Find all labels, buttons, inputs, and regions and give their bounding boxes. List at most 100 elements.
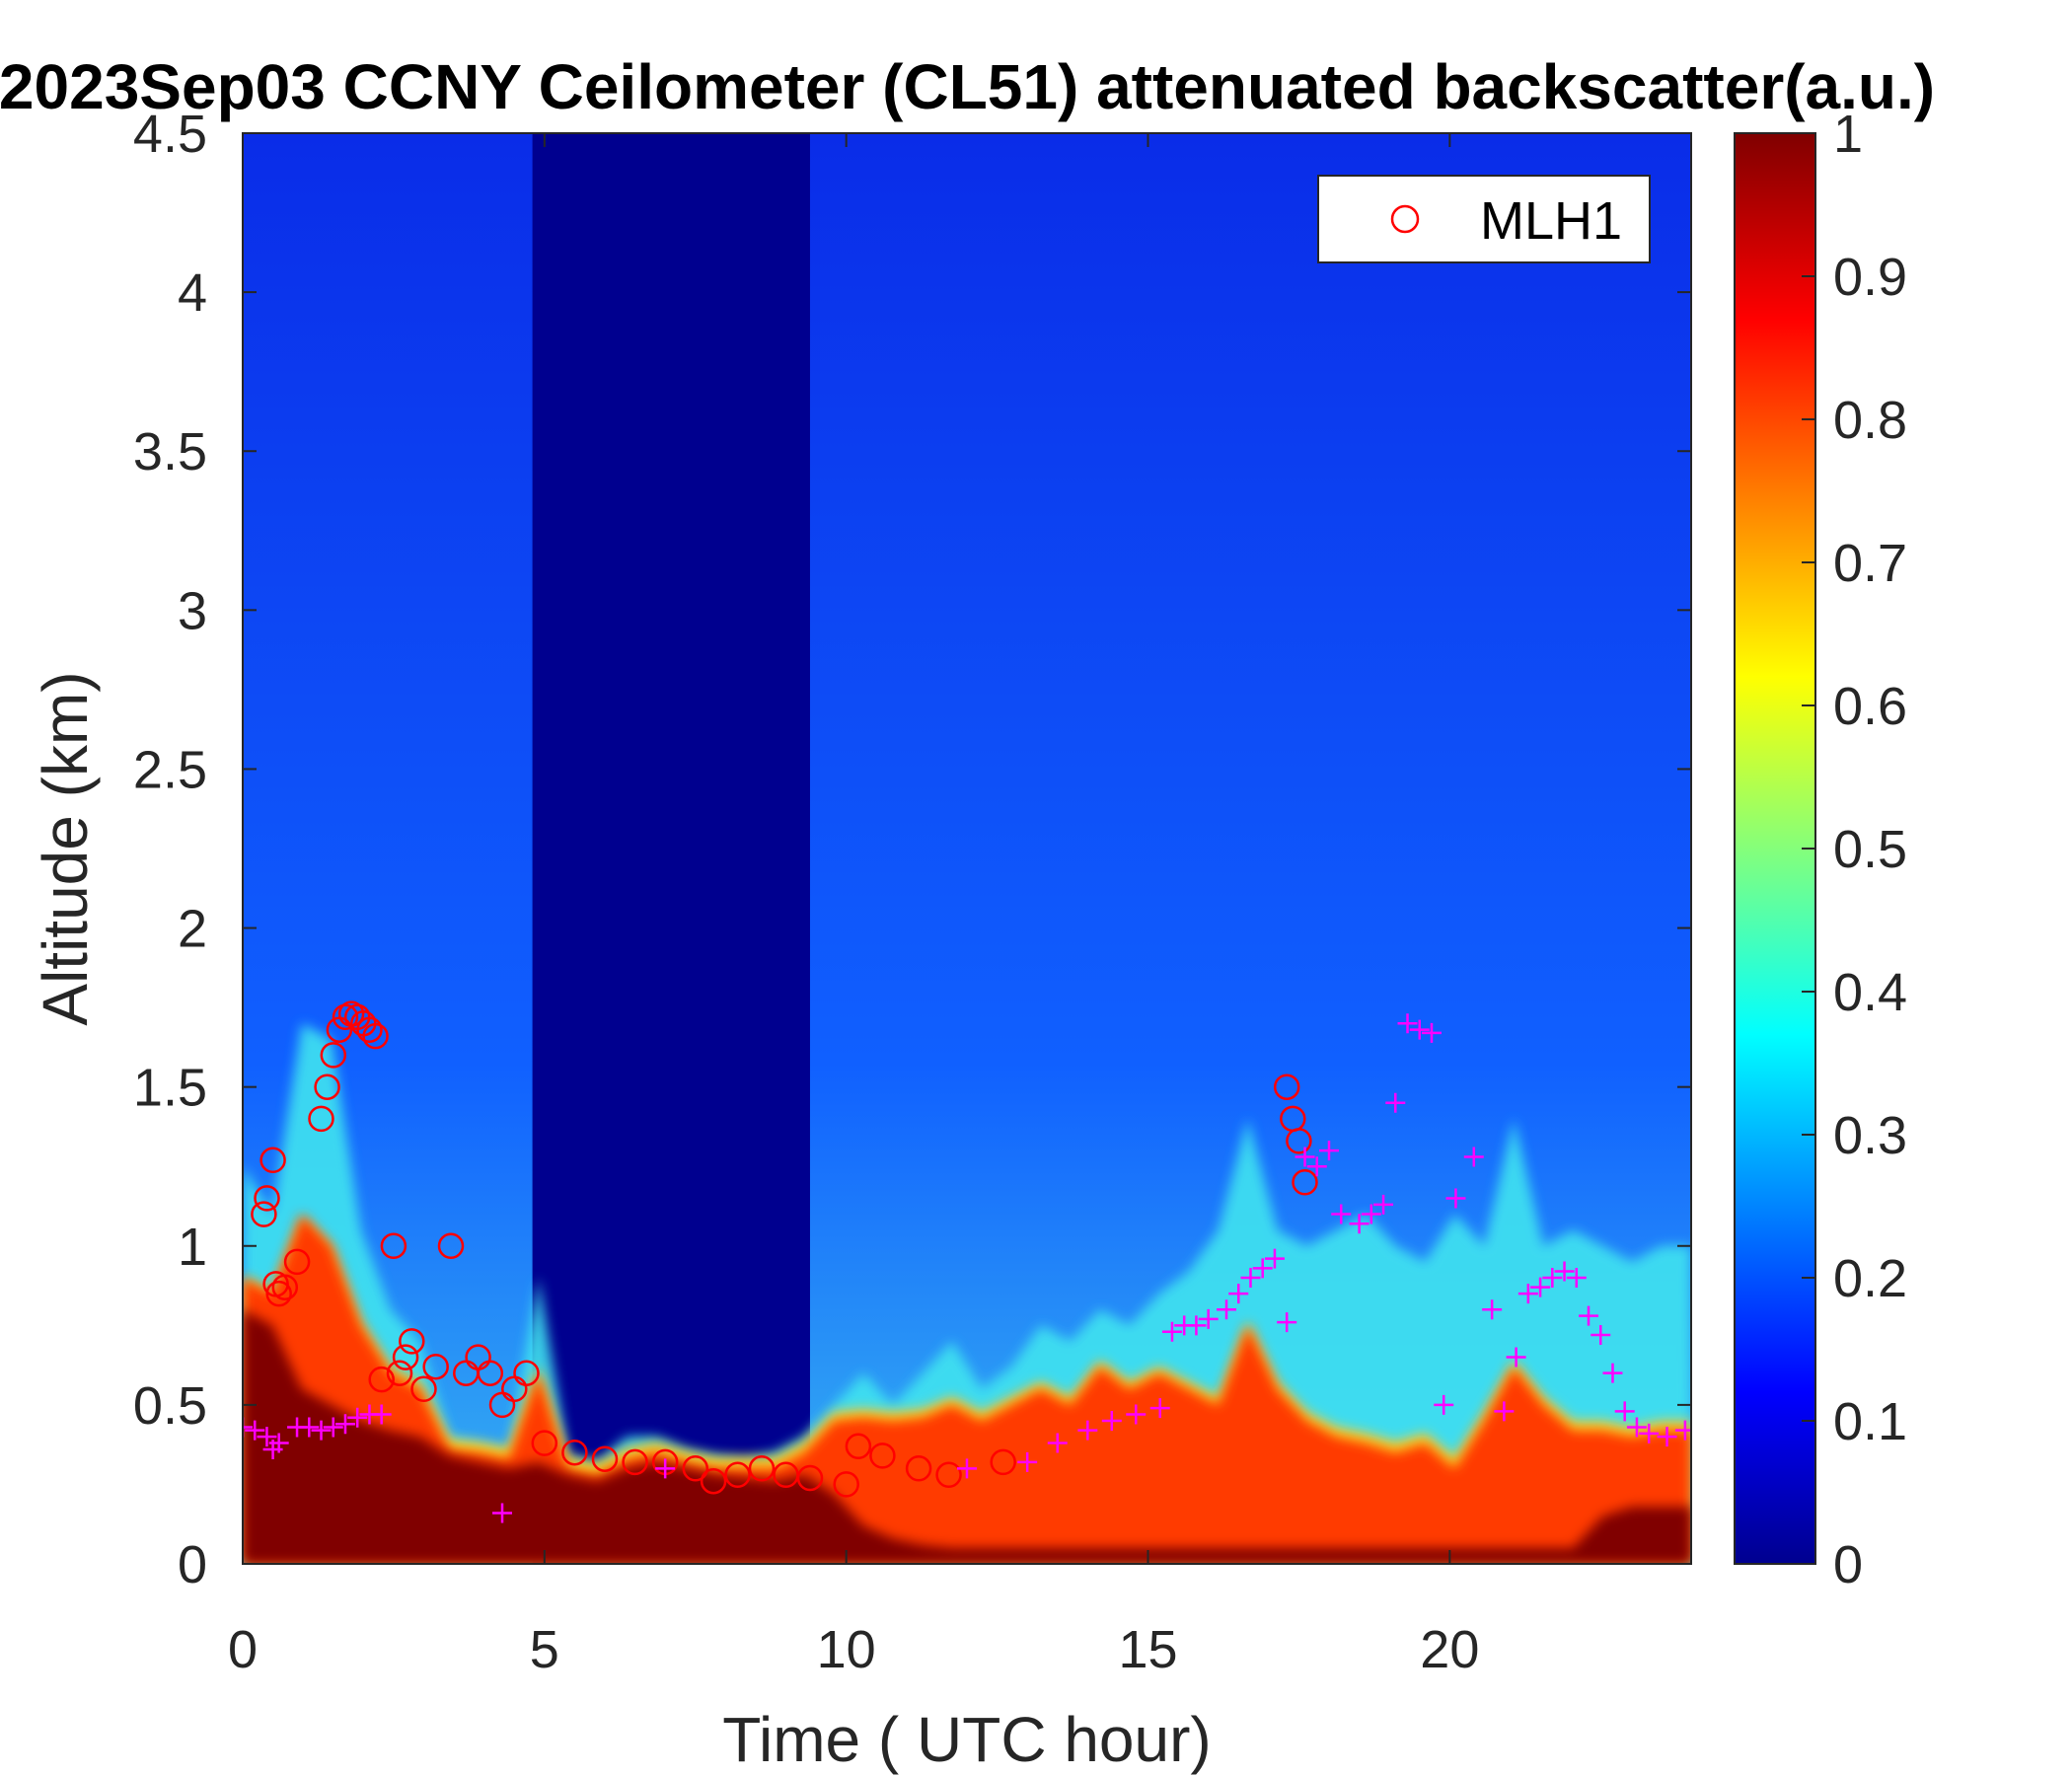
y-tick-label: 0.5 bbox=[133, 1376, 207, 1436]
plus-point bbox=[1277, 1312, 1297, 1333]
plus-point bbox=[1517, 1284, 1538, 1304]
plus-point bbox=[1126, 1404, 1147, 1425]
plus-point bbox=[1397, 1013, 1418, 1034]
plus-point bbox=[347, 1407, 368, 1428]
colorbar-tick-label: 0.6 bbox=[1833, 677, 1907, 736]
mlh1-point bbox=[271, 1274, 299, 1300]
mlh1-point bbox=[700, 1467, 727, 1495]
plus-point bbox=[1445, 1188, 1466, 1209]
plus-point bbox=[1240, 1268, 1261, 1288]
mlh1-point bbox=[251, 1201, 277, 1227]
mlh1-point bbox=[724, 1461, 751, 1489]
y-axis-label: Altitude (km) bbox=[30, 671, 101, 1025]
heatmap-area bbox=[243, 133, 1691, 1564]
plus-point bbox=[1614, 1401, 1635, 1422]
mlh1-point bbox=[1286, 1128, 1312, 1154]
plus-point bbox=[1566, 1268, 1587, 1288]
mlh1-point bbox=[1292, 1169, 1318, 1196]
mlh1-point bbox=[935, 1461, 962, 1489]
plus-point bbox=[1657, 1427, 1677, 1447]
plus-point bbox=[1186, 1315, 1207, 1336]
colorbar-tick-label: 0.8 bbox=[1833, 391, 1907, 450]
x-tick-label: 15 bbox=[1118, 1620, 1177, 1679]
y-tick-label: 1 bbox=[178, 1218, 207, 1277]
y-tick-label: 3 bbox=[178, 581, 207, 640]
x-axis: 0 5 10 15 20 bbox=[228, 133, 1479, 1679]
plus-point bbox=[311, 1420, 332, 1441]
mlh1-point bbox=[386, 1360, 413, 1386]
colorbar-tick-label: 0.5 bbox=[1833, 820, 1907, 879]
plus-point bbox=[1482, 1299, 1503, 1320]
plus-point bbox=[1554, 1261, 1575, 1282]
red-layer bbox=[243, 1214, 1691, 1564]
night-low-signal-region bbox=[532, 133, 810, 1564]
colorbar-tick-label: 0.1 bbox=[1833, 1392, 1907, 1451]
chart-title: 2023Sep03 CCNY Ceilometer (CL51) attenua… bbox=[0, 51, 1935, 122]
mlh1-point bbox=[990, 1448, 1016, 1476]
mlh1-point bbox=[561, 1439, 588, 1466]
plus-point bbox=[1077, 1420, 1098, 1441]
y-tick-label: 2.5 bbox=[133, 740, 207, 799]
mlh1-point bbox=[368, 1366, 395, 1393]
y-tick-label: 3.5 bbox=[133, 422, 207, 481]
plus-point bbox=[1494, 1401, 1515, 1422]
x-tick-label: 5 bbox=[530, 1620, 559, 1679]
plus-point bbox=[371, 1404, 392, 1425]
markers-layer bbox=[243, 1000, 1691, 1523]
colorbar-tick-label: 0.9 bbox=[1833, 248, 1907, 307]
y-axis: 0 0.5 1 1.5 2 2.5 3 3.5 4 4.5 bbox=[133, 105, 1691, 1594]
mlh1-point bbox=[283, 1248, 311, 1276]
plus-point bbox=[268, 1433, 289, 1453]
colorbar-tick-label: 0.2 bbox=[1833, 1249, 1907, 1308]
mlh1-point bbox=[622, 1448, 648, 1476]
plus-point bbox=[1602, 1363, 1623, 1383]
mlh1-point bbox=[1273, 1073, 1300, 1100]
plus-point bbox=[1530, 1277, 1551, 1297]
mlh1-point bbox=[399, 1328, 425, 1355]
colorbar-ticks: 0 0.1 0.2 0.3 0.4 0.5 0.6 0.7 0.8 0.9 1 bbox=[1802, 105, 1907, 1594]
colorbar-tick-label: 0.7 bbox=[1833, 534, 1907, 593]
plus-point bbox=[334, 1414, 355, 1435]
y-tick-label: 2 bbox=[178, 900, 207, 959]
plus-point bbox=[243, 1417, 253, 1438]
plus-point bbox=[1591, 1325, 1611, 1345]
plus-point bbox=[957, 1458, 977, 1479]
plus-point bbox=[1463, 1147, 1484, 1167]
plus-point bbox=[1319, 1141, 1339, 1161]
mlh1-point bbox=[513, 1360, 540, 1386]
mlh1-point bbox=[477, 1360, 504, 1386]
mlh1-point bbox=[531, 1430, 558, 1456]
mlh1-point bbox=[682, 1455, 709, 1482]
plus-point bbox=[299, 1417, 320, 1438]
legend-box bbox=[1317, 175, 1651, 263]
plus-point bbox=[1542, 1268, 1563, 1288]
plus-point bbox=[1385, 1092, 1406, 1113]
legend: MLH1 bbox=[1317, 175, 1651, 263]
plus-point bbox=[1674, 1420, 1691, 1441]
mlh1-point bbox=[422, 1353, 449, 1380]
mlh1-point bbox=[845, 1433, 872, 1460]
mlh1-point bbox=[591, 1445, 619, 1472]
plus-point bbox=[1361, 1204, 1381, 1224]
plus-point bbox=[1017, 1451, 1038, 1472]
plus-point bbox=[257, 1427, 277, 1447]
mlh1-point bbox=[869, 1443, 896, 1469]
plus-point bbox=[655, 1458, 676, 1479]
mlh1-point bbox=[437, 1232, 465, 1260]
plus-point bbox=[1306, 1156, 1327, 1177]
plus-point bbox=[323, 1417, 343, 1438]
mlh1-point bbox=[362, 1022, 389, 1050]
plus-point bbox=[1626, 1417, 1647, 1438]
y-tick-label: 4.5 bbox=[133, 105, 207, 164]
plus-point bbox=[1349, 1214, 1369, 1234]
plus-point bbox=[1409, 1019, 1430, 1040]
plot-frame bbox=[242, 132, 1692, 1565]
y-tick-label: 0 bbox=[178, 1535, 207, 1594]
plus-point bbox=[1639, 1423, 1660, 1443]
plus-point bbox=[1161, 1321, 1182, 1342]
legend-label-mlh1: MLH1 bbox=[1480, 191, 1622, 251]
plus-point bbox=[1421, 1022, 1442, 1043]
dark-red-layer bbox=[243, 1309, 1691, 1564]
y-tick-label: 4 bbox=[178, 263, 207, 323]
